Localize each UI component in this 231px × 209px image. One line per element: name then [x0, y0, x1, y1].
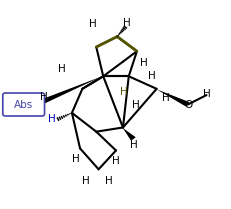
Polygon shape — [156, 89, 188, 107]
Text: H: H — [202, 89, 210, 99]
Text: H: H — [82, 176, 89, 186]
Text: H: H — [120, 87, 128, 97]
Text: O: O — [183, 99, 192, 110]
Text: H: H — [105, 176, 112, 186]
Text: H: H — [147, 71, 155, 81]
Text: H: H — [130, 140, 137, 150]
Text: H: H — [139, 58, 147, 68]
Text: H: H — [131, 99, 139, 110]
Text: H: H — [112, 156, 119, 166]
Text: H: H — [161, 93, 169, 103]
Text: H: H — [122, 18, 130, 28]
Text: H: H — [71, 154, 79, 164]
Text: H: H — [48, 114, 56, 124]
Polygon shape — [35, 76, 103, 107]
Text: H: H — [40, 92, 48, 102]
Text: H: H — [57, 64, 65, 74]
Text: H: H — [88, 19, 96, 29]
Polygon shape — [122, 128, 135, 141]
Text: Abs: Abs — [14, 99, 33, 110]
FancyBboxPatch shape — [3, 93, 44, 116]
